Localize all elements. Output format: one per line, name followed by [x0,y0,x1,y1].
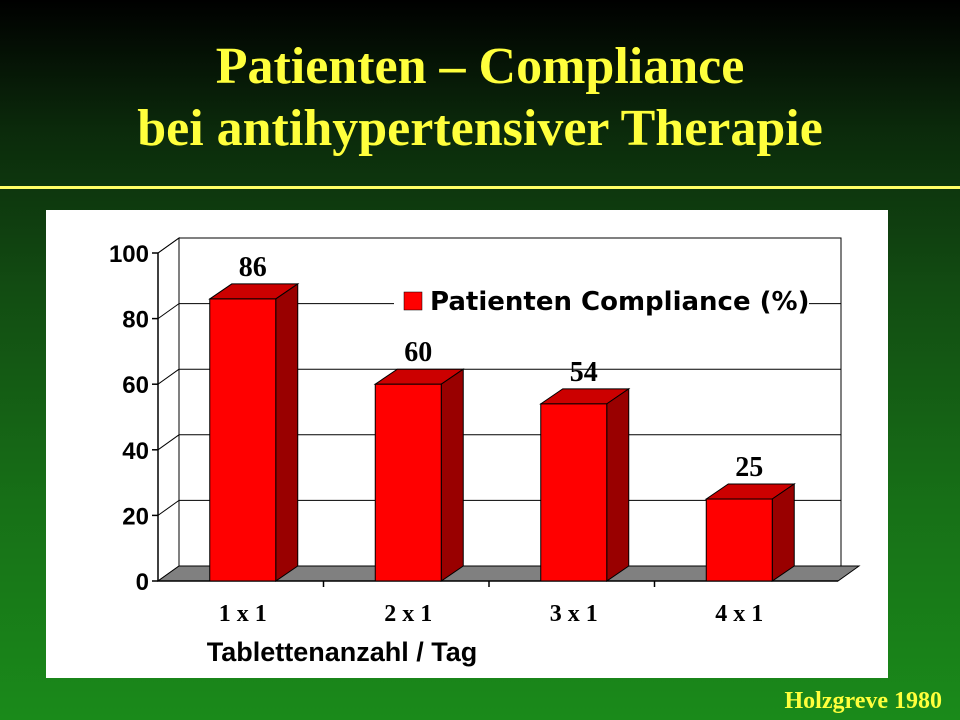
legend-label: Patienten Compliance (%) [430,287,809,317]
data-label: 60 [404,337,432,368]
bar-side [771,483,795,582]
legend-box [394,282,809,320]
data-label: 54 [570,357,598,388]
y-tick-label: 40 [122,438,149,465]
legend-swatch [403,291,423,311]
page-title: Patienten – Compliance bei antihypertens… [0,36,960,160]
y-tick-label: 0 [136,569,149,596]
x-axis-title: Tablettenanzahl / Tag [207,637,478,667]
bar-side [275,282,299,582]
bar-side [606,387,630,582]
x-tick-label: 1 x 1 [219,601,267,627]
bar [540,403,608,582]
bar [705,498,773,582]
data-label: 86 [239,252,267,283]
x-tick-label: 4 x 1 [715,601,763,627]
gridline-side [157,499,180,516]
chart-panel: 0 20 40 60 80 100 86 1 x 1 60 2 x 1 54 3 x 1 25 4 x 1… [46,210,888,678]
data-label: 25 [735,452,763,483]
title-divider [0,186,960,189]
bar [209,298,277,582]
gridline-side [157,368,180,385]
y-tick-label: 100 [109,241,149,268]
gridline-side [157,237,180,254]
title-line-1: Patienten – Compliance [215,38,745,95]
bar [374,383,442,582]
y-tick-label: 80 [122,307,149,334]
y-tick-label: 60 [122,372,149,399]
bar-side [440,368,464,582]
plot-side-wall [157,237,180,582]
x-tick-label: 2 x 1 [384,601,432,627]
citation: Holzgreve 1980 [784,688,942,714]
bar-chart: 0 20 40 60 80 100 86 1 x 1 60 2 x 1 54 3 x 1 25 4 x 1… [109,237,861,667]
gridline-side [157,303,180,320]
title-line-2: bei antihypertensiver Therapie [137,100,823,157]
x-tick-label: 3 x 1 [550,601,598,627]
y-tick-label: 20 [122,503,149,530]
gridline-side [157,434,180,451]
